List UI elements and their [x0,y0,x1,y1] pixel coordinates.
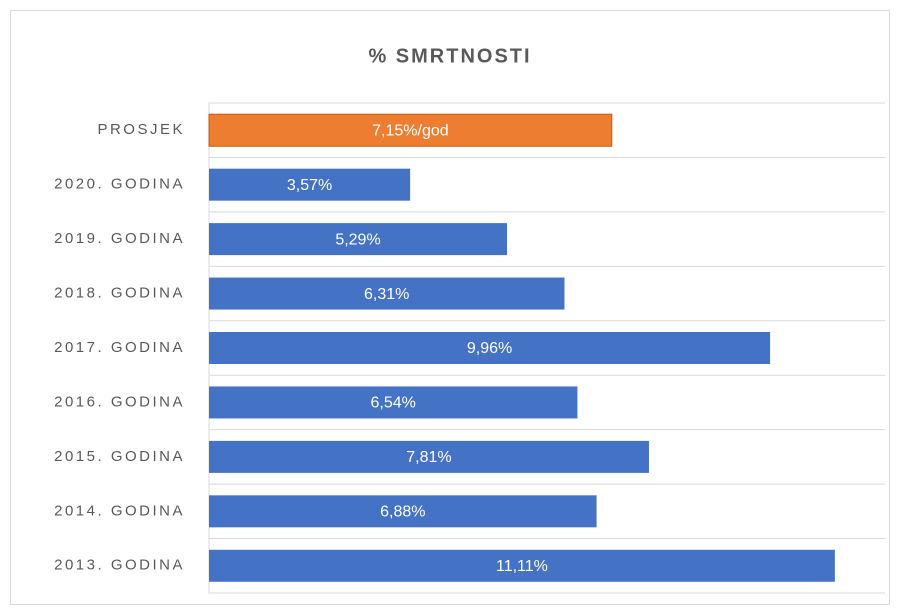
value-label: 6,88% [380,504,425,521]
value-label: 6,31% [364,286,409,303]
y-tick-label: PROSJEK [97,121,185,138]
y-tick-label: 2016. GODINA [54,393,185,410]
y-tick-label: 2017. GODINA [54,339,185,356]
y-tick-label: 2020. GODINA [54,176,185,193]
bar [209,168,411,201]
bar [209,332,771,364]
value-label: 3,57% [287,177,332,194]
chart-title: % SMRTNOSTI [368,45,531,67]
bar [208,113,613,147]
bar [209,277,565,310]
y-tick-label: 2013. GODINA [54,557,185,574]
bar [209,223,508,256]
y-tick-label: 2019. GODINA [54,230,185,247]
y-tick-label: 2015. GODINA [54,448,185,465]
y-tick-label: 2014. GODINA [54,502,185,519]
bar [209,495,597,528]
value-label: 9,96% [467,340,512,357]
value-label: 7,15%/god [372,122,449,139]
value-label: 7,81% [406,449,451,466]
y-tick-label: 2018. GODINA [54,285,185,302]
bar [209,549,835,582]
bar [209,440,649,473]
value-label: 11,11% [496,558,548,575]
value-label: 6,54% [371,395,416,412]
value-label: 5,29% [335,231,380,248]
bar [209,386,578,419]
